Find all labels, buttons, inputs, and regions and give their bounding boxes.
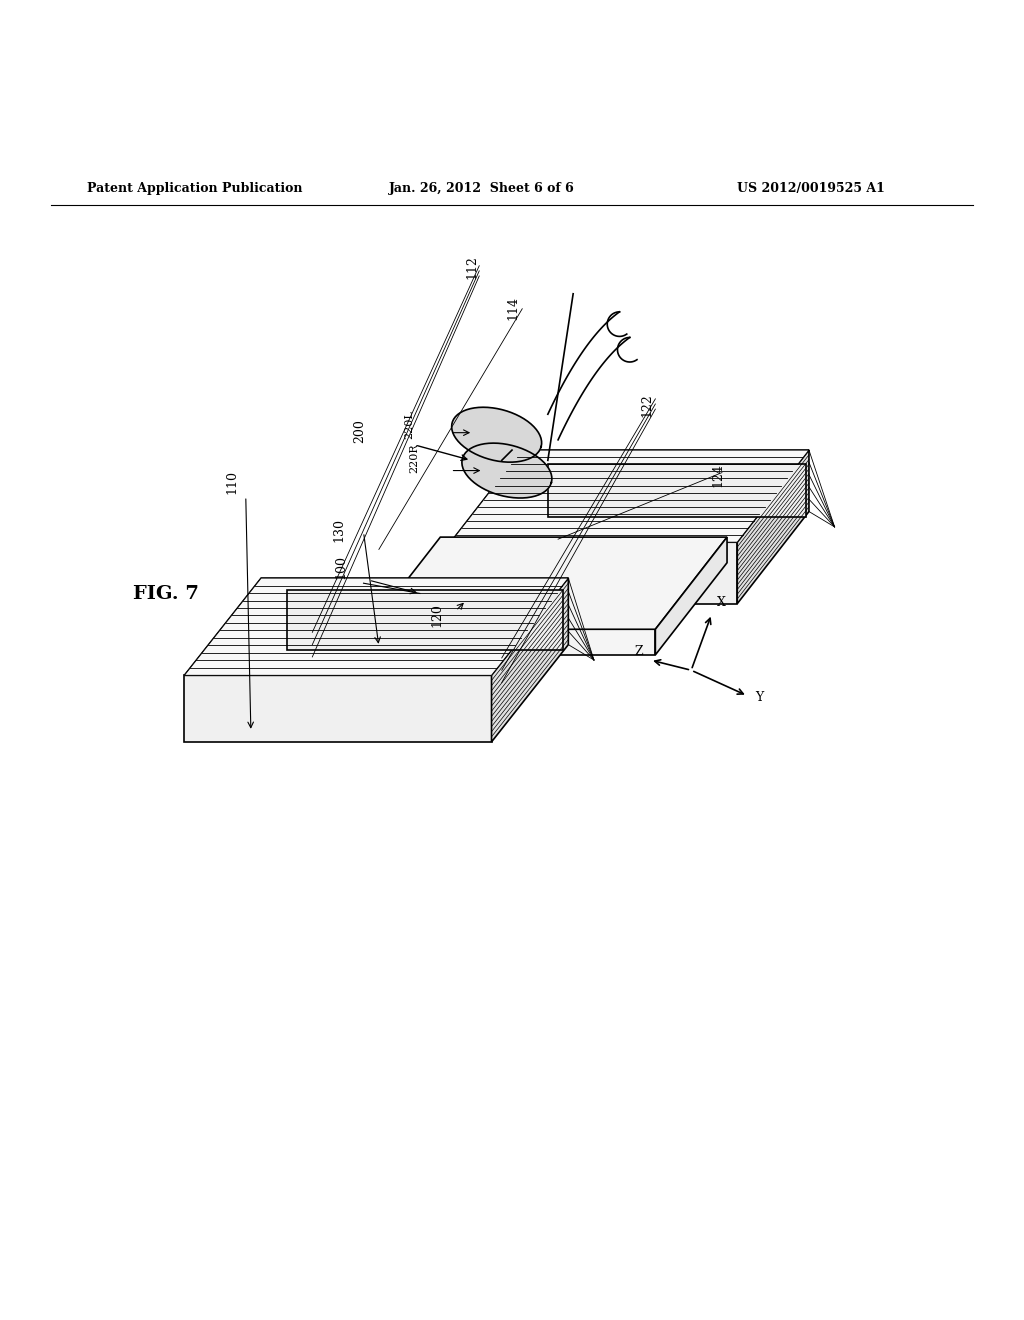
Polygon shape xyxy=(655,537,727,655)
Polygon shape xyxy=(184,578,568,676)
Text: FIG. 7: FIG. 7 xyxy=(133,585,199,602)
Text: 114: 114 xyxy=(507,296,520,319)
Text: 220R: 220R xyxy=(410,444,420,473)
Text: Jan. 26, 2012  Sheet 6 of 6: Jan. 26, 2012 Sheet 6 of 6 xyxy=(389,182,574,195)
Polygon shape xyxy=(369,537,727,630)
Text: 200: 200 xyxy=(353,418,367,442)
Text: X: X xyxy=(717,595,726,609)
Polygon shape xyxy=(548,465,806,516)
Polygon shape xyxy=(451,450,809,543)
Text: 100: 100 xyxy=(335,554,348,579)
Text: Z: Z xyxy=(635,645,643,657)
Polygon shape xyxy=(369,630,655,655)
Text: 112: 112 xyxy=(466,255,479,279)
Polygon shape xyxy=(452,408,542,462)
Polygon shape xyxy=(184,676,492,742)
Polygon shape xyxy=(184,578,568,676)
Polygon shape xyxy=(451,543,737,603)
Polygon shape xyxy=(462,444,552,498)
Text: Patent Application Publication: Patent Application Publication xyxy=(87,182,302,195)
Polygon shape xyxy=(492,578,568,742)
Text: 120: 120 xyxy=(430,603,443,627)
Text: US 2012/0019525 A1: US 2012/0019525 A1 xyxy=(737,182,885,195)
Text: 122: 122 xyxy=(640,393,653,417)
Polygon shape xyxy=(737,450,809,603)
Polygon shape xyxy=(451,450,809,543)
Polygon shape xyxy=(287,590,563,649)
Text: 130: 130 xyxy=(333,519,346,543)
Text: 124: 124 xyxy=(712,463,725,487)
Text: Y: Y xyxy=(755,690,763,704)
Text: 110: 110 xyxy=(225,470,239,494)
Text: 220L: 220L xyxy=(404,411,415,438)
